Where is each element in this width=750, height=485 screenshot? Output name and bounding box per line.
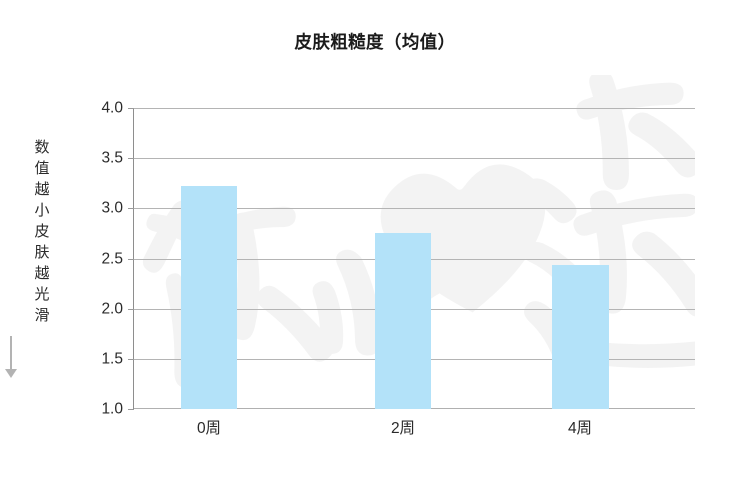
y-axis-direction-note-text: 数值越小皮肤越光滑 bbox=[34, 139, 50, 324]
y-tick-label: 3.0 bbox=[101, 199, 123, 217]
y-tick-label: 1.0 bbox=[101, 400, 123, 418]
down-arrow-icon-head bbox=[4, 369, 17, 378]
y-tick-label: 2.0 bbox=[101, 299, 123, 317]
y-tick-label: 1.5 bbox=[101, 350, 123, 368]
down-arrow-icon-shaft bbox=[10, 336, 12, 374]
x-tick-label-2: 4周 bbox=[567, 420, 593, 437]
y-axis-labels: 4.0 3.5 3.0 2.5 2.0 1.5 1.0 bbox=[78, 0, 123, 485]
bar-1[interactable] bbox=[375, 233, 431, 409]
bar-2[interactable] bbox=[552, 264, 609, 409]
y-tick-mark bbox=[128, 308, 134, 310]
gridline bbox=[134, 108, 695, 109]
y-axis-direction-note: 数值越小皮肤越光滑 bbox=[31, 137, 53, 326]
plot-area bbox=[134, 108, 695, 409]
x-tick-label-1: 2周 bbox=[390, 420, 416, 437]
y-tick-label: 4.0 bbox=[101, 99, 123, 117]
gridline bbox=[134, 158, 695, 160]
y-tick-mark bbox=[128, 358, 134, 360]
chart-title: 皮肤粗糙度（均值） bbox=[294, 32, 456, 52]
y-tick-mark bbox=[128, 409, 134, 410]
y-tick-mark bbox=[128, 108, 134, 109]
bar-0[interactable] bbox=[181, 186, 237, 409]
y-tick-mark bbox=[128, 208, 134, 210]
x-tick-label-0: 0周 bbox=[196, 420, 222, 437]
y-tick-mark bbox=[128, 158, 134, 160]
y-tick-mark bbox=[128, 258, 134, 260]
y-tick-label: 3.5 bbox=[101, 149, 123, 167]
y-tick-label: 2.5 bbox=[101, 249, 123, 267]
